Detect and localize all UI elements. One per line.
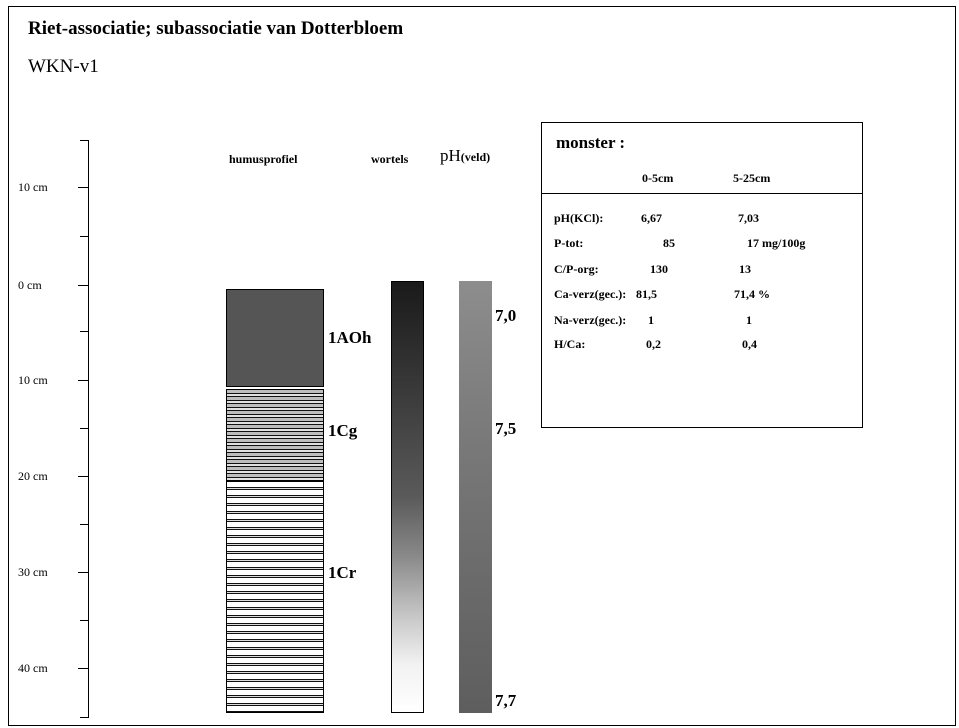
sample-row-value: 71,4 % <box>734 287 770 301</box>
sample-row-label: Ca-verz(gec.): <box>554 287 627 301</box>
axis-tick <box>78 476 89 477</box>
sample-row-value: 1 <box>648 313 654 327</box>
depth-label: 10 cm <box>18 373 48 387</box>
sample-row-label: H/Ca: <box>554 337 586 351</box>
axis-tick <box>78 572 89 573</box>
sample-row-value: 0,4 <box>742 337 757 351</box>
ph-value: 7,5 <box>495 419 517 438</box>
sample-row-value: 17 mg/100g <box>747 236 806 250</box>
ph-header-main: pH <box>440 146 461 165</box>
horizon-aoh-block <box>226 289 324 387</box>
humus-profile-header: humusprofiel <box>229 152 298 166</box>
sample-col-header: 5-25cm <box>733 171 771 185</box>
sample-row-value: 13 <box>739 262 751 276</box>
figure-title: Riet-associatie; subassociatie van Dotte… <box>28 18 404 39</box>
sample-row: Ca-verz(gec.): 81,5 71,4 % <box>542 287 862 305</box>
sample-row: H/Ca: 0,2 0,4 <box>542 337 862 355</box>
axis-tick <box>80 236 89 237</box>
sample-row: pH(KCl): 6,67 7,03 <box>542 211 862 229</box>
axis-tick <box>78 380 89 381</box>
axis-tick <box>80 331 89 332</box>
horizon-label: 1AOh <box>328 328 372 347</box>
sample-row-label: P-tot: <box>554 236 584 250</box>
axis-tick <box>80 524 89 525</box>
figure-frame <box>8 6 956 726</box>
depth-label: 30 cm <box>18 565 48 579</box>
roots-header: wortels <box>371 152 409 166</box>
ph-value: 7,0 <box>495 306 517 325</box>
sample-row: C/P-org: 130 13 <box>542 262 862 280</box>
axis-tick <box>78 285 89 286</box>
depth-label: 0 cm <box>18 278 42 292</box>
axis-tick <box>80 620 89 621</box>
axis-tick <box>80 140 89 141</box>
depth-label: 20 cm <box>18 469 48 483</box>
horizon-label: 1Cr <box>328 563 357 582</box>
roots-density-bar <box>391 281 424 713</box>
depth-label: 10 cm <box>18 180 48 194</box>
sample-title: monster : <box>556 133 626 152</box>
sample-row-label: pH(KCl): <box>554 211 604 225</box>
horizon-cr-block <box>226 481 324 713</box>
horizon-cg-block <box>226 389 324 481</box>
sample-row-value: 85 <box>663 236 675 250</box>
axis-tick <box>78 668 89 669</box>
axis-tick <box>80 717 89 718</box>
sample-row-value: 7,03 <box>738 211 759 225</box>
depth-axis-line <box>88 140 89 718</box>
sample-row-value: 6,67 <box>641 211 662 225</box>
sample-row-label: C/P-org: <box>554 262 599 276</box>
sample-row-value: 0,2 <box>646 337 661 351</box>
sample-col-header: 0-5cm <box>642 171 674 185</box>
sample-row-value: 1 <box>746 313 752 327</box>
depth-label: 40 cm <box>18 661 48 675</box>
ph-field-bar <box>459 281 492 713</box>
sample-row: P-tot: 85 17 mg/100g <box>542 236 862 254</box>
sample-row: Na-verz(gec.): 1 1 <box>542 313 862 331</box>
axis-tick <box>80 428 89 429</box>
sample-row-value: 130 <box>650 262 668 276</box>
sample-analysis-box: monster : 0-5cm 5-25cm pH(KCl): 6,67 7,0… <box>541 122 863 428</box>
sample-separator <box>542 193 862 194</box>
sample-row-label: Na-verz(gec.): <box>554 313 627 327</box>
sample-row-value: 81,5 <box>636 287 657 301</box>
ph-value: 7,7 <box>495 691 517 710</box>
figure-subtitle: WKN-v1 <box>28 56 99 77</box>
horizon-label: 1Cg <box>328 421 358 440</box>
axis-tick <box>78 187 89 188</box>
ph-field-header: pH(veld) <box>440 146 490 166</box>
ph-header-sub: (veld) <box>460 150 491 164</box>
